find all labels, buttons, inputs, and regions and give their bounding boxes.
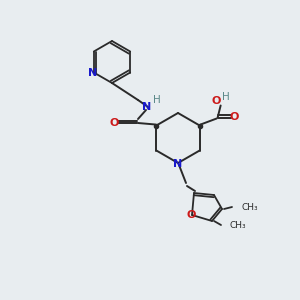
Text: O: O — [230, 112, 239, 122]
Text: O: O — [109, 118, 119, 128]
Text: H: H — [153, 95, 161, 105]
Text: O: O — [186, 210, 196, 220]
Text: N: N — [142, 102, 152, 112]
Text: O: O — [212, 97, 221, 106]
Text: CH₃: CH₃ — [229, 221, 246, 230]
Text: H: H — [222, 92, 230, 101]
Text: N: N — [88, 68, 98, 77]
Text: N: N — [173, 159, 183, 169]
Text: CH₃: CH₃ — [242, 202, 259, 211]
